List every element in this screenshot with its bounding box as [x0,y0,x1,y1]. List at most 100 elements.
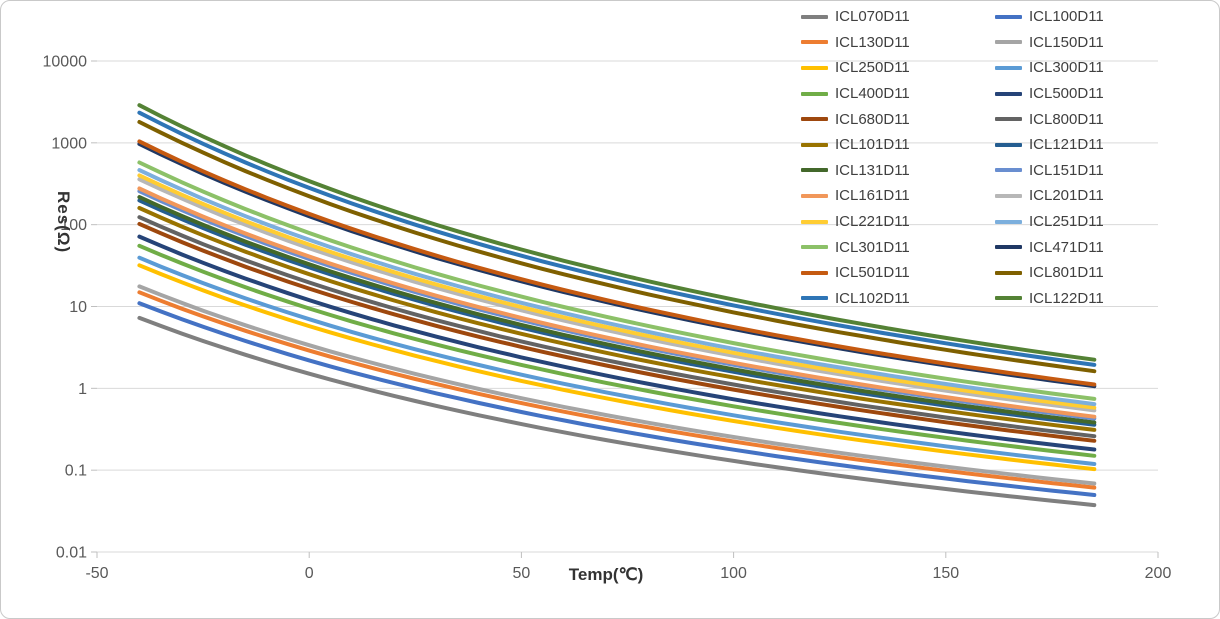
legend-label: ICL101D11 [835,136,910,154]
legend-item: ICL130D11 [801,30,995,56]
y-tick-label: 1 [78,381,87,398]
legend-line-swatch [801,91,828,96]
legend-line-swatch [995,117,1022,122]
legend-line-swatch [995,219,1022,224]
legend-item: ICL131D11 [801,158,995,184]
legend-label: ICL150D11 [1029,33,1104,51]
x-tick-label: 50 [513,565,531,582]
legend-item: ICL122D11 [995,286,1189,312]
curve-ICL100D11 [137,301,1097,497]
legend: ICL070D11 ICL100D11 ICL130D11 ICL150D11 ICL2… [801,4,1189,311]
legend-line-swatch [801,65,828,70]
legend-label: ICL801D11 [1029,264,1104,282]
y-axis-title: Res(Ω) [54,191,73,254]
legend-line-swatch [801,40,828,45]
legend-label: ICL500D11 [1029,85,1104,103]
x-tick-label: 100 [720,565,747,582]
legend-line-swatch [801,14,828,19]
x-tick-label: 150 [932,565,959,582]
curve-ICL121D11 [137,198,1097,427]
legend-line-swatch [801,296,828,301]
legend-line-swatch [995,270,1022,275]
legend-item: ICL221D11 [801,209,995,235]
legend-line-swatch [801,168,828,173]
curve-ICL131D11 [137,195,1097,425]
legend-label: ICL680D11 [835,110,910,128]
legend-label: ICL221D11 [835,213,910,231]
legend-line-swatch [801,142,828,147]
y-tick-label: 0.1 [65,463,87,480]
legend-item: ICL150D11 [995,30,1189,56]
legend-label: ICL250D11 [835,59,910,77]
legend-item: ICL300D11 [995,55,1189,81]
curve-ICL250D11 [137,263,1097,472]
x-tick-label: 0 [305,565,314,582]
y-tick-label: 10 [69,299,87,316]
legend-line-swatch [801,193,828,198]
legend-item: ICL100D11 [995,4,1189,30]
legend-item: ICL161D11 [801,183,995,209]
legend-line-swatch [801,270,828,275]
legend-item: ICL800D11 [995,106,1189,132]
legend-line-swatch [995,168,1022,173]
legend-item: ICL400D11 [801,81,995,107]
legend-label: ICL501D11 [835,264,910,282]
curve-ICL150D11 [137,284,1097,486]
curve-ICL301D11 [137,160,1097,401]
y-tick-label: 1000 [51,135,87,152]
curve-ICL400D11 [137,243,1097,458]
curve-ICL130D11 [137,290,1097,490]
legend-label: ICL121D11 [1029,136,1104,154]
legend-line-swatch [995,193,1022,198]
legend-item: ICL471D11 [995,234,1189,260]
legend-item: ICL301D11 [801,234,995,260]
legend-label: ICL122D11 [1029,289,1104,307]
curve-ICL070D11 [137,315,1097,508]
legend-item: ICL102D11 [801,286,995,312]
legend-label: ICL300D11 [1029,59,1104,77]
curve-ICL251D11 [137,168,1097,407]
curve-ICL800D11 [137,215,1097,439]
legend-item: ICL121D11 [995,132,1189,158]
legend-label: ICL800D11 [1029,110,1104,128]
legend-label: ICL100D11 [1029,8,1104,26]
curve-ICL221D11 [137,173,1097,410]
curve-ICL101D11 [137,206,1097,432]
legend-line-swatch [801,245,828,250]
legend-line-swatch [995,142,1022,147]
legend-item: ICL801D11 [995,260,1189,286]
x-tick-label: 200 [1145,565,1172,582]
legend-label: ICL471D11 [1029,238,1104,256]
legend-item: ICL151D11 [995,158,1189,184]
legend-item: ICL680D11 [801,106,995,132]
legend-line-swatch [995,91,1022,96]
x-axis-title: Temp(℃) [568,565,644,584]
curve-ICL680D11 [137,221,1097,443]
y-tick-label: 10000 [43,54,88,71]
legend-label: ICL070D11 [835,8,910,26]
legend-item: ICL251D11 [995,209,1189,235]
curve-ICL501D11 [137,139,1097,387]
legend-line-swatch [995,40,1022,45]
curve-ICL102D11 [137,110,1097,367]
curve-ICL201D11 [137,177,1097,413]
legend-item: ICL500D11 [995,81,1189,107]
legend-item: ICL501D11 [801,260,995,286]
legend-item: ICL201D11 [995,183,1189,209]
legend-line-swatch [801,117,828,122]
legend-line-swatch [995,296,1022,301]
y-tick-label: 100 [60,217,87,234]
legend-line-swatch [995,14,1022,19]
legend-label: ICL301D11 [835,238,910,256]
legend-label: ICL131D11 [835,161,910,179]
legend-item: ICL250D11 [801,55,995,81]
legend-label: ICL130D11 [835,33,910,51]
curve-ICL801D11 [137,120,1097,374]
legend-label: ICL201D11 [1029,187,1104,205]
curve-ICL300D11 [137,255,1097,466]
legend-item: ICL101D11 [801,132,995,158]
legend-label: ICL251D11 [1029,213,1104,231]
legend-label: ICL102D11 [835,289,910,307]
curve-ICL122D11 [137,103,1097,362]
